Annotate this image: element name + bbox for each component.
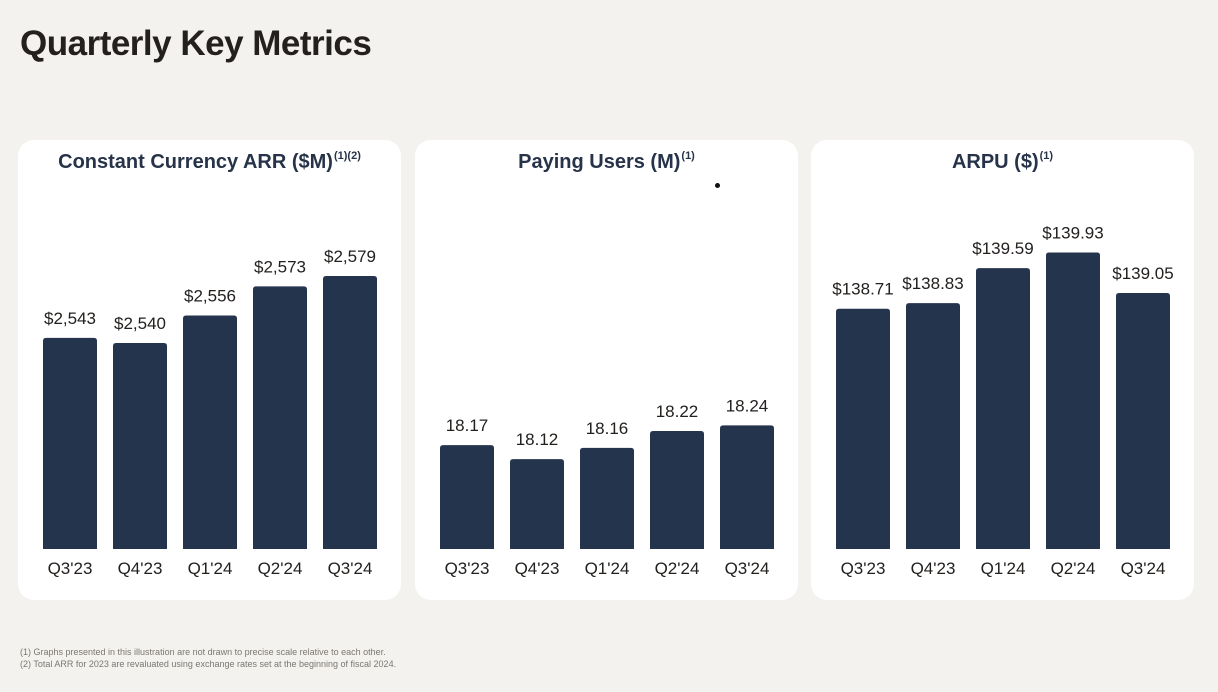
paying-users-footnote-ref: (1) xyxy=(681,150,695,162)
paying-users-bar-chart: 18.17 Q3'23 18.12 Q4'23 18.16 Q1'24 18.22 Q2'24… xyxy=(440,396,774,578)
paying-users-x-tick-5: Q3'24 xyxy=(725,559,770,578)
arpu-bar-1 xyxy=(836,308,890,549)
arr-x-tick-4: Q2'24 xyxy=(258,559,303,578)
footnote-2: (2) Total ARR for 2023 are revaluated us… xyxy=(20,659,397,669)
arr-value-label-5: $2,579 xyxy=(324,247,376,266)
arr-bar-4 xyxy=(253,286,307,549)
arr-value-label-3: $2,556 xyxy=(184,287,236,306)
paying-users-bar-4 xyxy=(650,431,704,549)
paying-users-value-label-4: 18.22 xyxy=(656,402,699,421)
arpu-bar-2 xyxy=(906,303,960,549)
paying-users-value-label-5: 18.24 xyxy=(726,396,769,415)
arr-x-tick-3: Q1'24 xyxy=(188,559,233,578)
arr-bar-1 xyxy=(43,337,97,549)
arpu-value-label-5: $139.05 xyxy=(1112,264,1173,283)
page-title: Quarterly Key Metrics xyxy=(20,24,372,63)
arpu-x-tick-5: Q3'24 xyxy=(1121,559,1166,578)
footnotes: (1) Graphs presented in this illustratio… xyxy=(20,646,396,670)
paying-users-value-label-2: 18.12 xyxy=(516,430,559,449)
arr-bar-5 xyxy=(323,276,377,549)
arpu-x-tick-3: Q1'24 xyxy=(981,559,1026,578)
paying-users-x-tick-2: Q4'23 xyxy=(515,559,560,578)
arpu-x-tick-2: Q4'23 xyxy=(911,559,956,578)
arpu-bar-chart: $138.71 Q3'23 $138.83 Q4'23 $139.59 Q1'24 $139… xyxy=(832,223,1173,578)
arpu-bar-4 xyxy=(1046,252,1100,549)
arr-bar-chart: $2,543 Q3'23 $2,540 Q4'23 $2,556 Q1'24 $2,573 Q… xyxy=(43,247,377,578)
arr-value-label-2: $2,540 xyxy=(114,314,166,333)
paying-users-x-tick-1: Q3'23 xyxy=(445,559,490,578)
arpu-value-label-1: $138.71 xyxy=(832,280,893,299)
arpu-value-label-3: $139.59 xyxy=(972,239,1033,258)
paying-users-x-tick-3: Q1'24 xyxy=(585,559,630,578)
paying-users-value-label-1: 18.17 xyxy=(446,416,489,435)
arr-bar-3 xyxy=(183,315,237,549)
arpu-value-label-4: $139.93 xyxy=(1042,223,1103,242)
arpu-chart-title: ARPU ($)(1) xyxy=(951,150,1054,173)
paying-users-bar-2 xyxy=(510,459,564,549)
arpu-x-tick-4: Q2'24 xyxy=(1051,559,1096,578)
footnote-1: (1) Graphs presented in this illustratio… xyxy=(20,647,386,657)
paying-users-value-label-3: 18.16 xyxy=(586,419,629,438)
paying-users-x-tick-4: Q2'24 xyxy=(655,559,700,578)
arpu-value-label-2: $138.83 xyxy=(902,274,963,293)
arr-x-tick-1: Q3'23 xyxy=(48,559,93,578)
stray-dot-mark xyxy=(715,183,720,188)
arpu-chart-footnote-ref: (1) xyxy=(1039,150,1054,162)
arr-value-label-4: $2,573 xyxy=(254,257,306,276)
arpu-bar-3 xyxy=(976,268,1030,549)
arr-x-tick-2: Q4'23 xyxy=(118,559,163,578)
paying-users-chart-title: Paying Users (M)(1) xyxy=(518,150,695,173)
paying-users-bar-1 xyxy=(440,445,494,549)
arr-chart-title: Constant Currency ARR ($M)(1)(2) xyxy=(58,150,361,173)
arpu-x-tick-1: Q3'23 xyxy=(841,559,886,578)
arr-x-tick-5: Q3'24 xyxy=(328,559,373,578)
paying-users-bar-5 xyxy=(720,425,774,549)
arpu-bar-5 xyxy=(1116,293,1170,549)
arr-value-label-1: $2,543 xyxy=(44,309,96,328)
arr-bar-2 xyxy=(113,343,167,549)
paying-users-bar-3 xyxy=(580,447,634,549)
arr-chart-footnote-ref: (1)(2) xyxy=(333,150,361,162)
